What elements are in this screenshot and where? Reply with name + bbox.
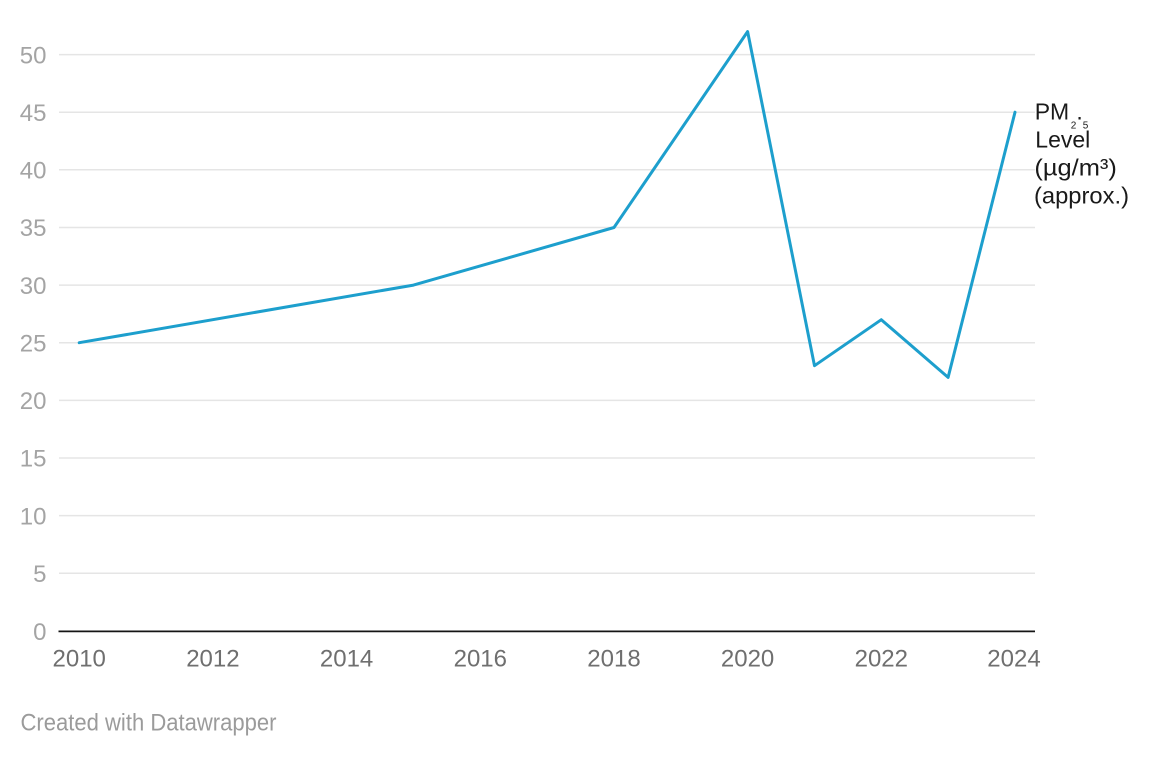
svg-text:5: 5	[33, 561, 46, 588]
svg-text:Created with Datawrapper: Created with Datawrapper	[21, 710, 277, 737]
svg-text:45: 45	[20, 100, 47, 127]
svg-text:30: 30	[20, 273, 47, 300]
svg-text:10: 10	[20, 503, 47, 530]
svg-text:2024: 2024	[987, 645, 1040, 672]
svg-text:20: 20	[20, 388, 47, 415]
svg-text:2012: 2012	[186, 645, 239, 672]
svg-text:40: 40	[20, 158, 47, 185]
svg-text:2010: 2010	[53, 645, 106, 672]
svg-text:(µg/m³): (µg/m³)	[1034, 155, 1117, 181]
svg-text:2020: 2020	[721, 645, 774, 672]
svg-text:25: 25	[20, 330, 47, 357]
svg-text:(approx.): (approx.)	[1034, 183, 1129, 209]
svg-text:2022: 2022	[855, 645, 908, 672]
svg-text:50: 50	[20, 42, 47, 69]
svg-text:2018: 2018	[587, 645, 640, 672]
svg-text:Level: Level	[1035, 127, 1090, 153]
svg-text:35: 35	[20, 215, 47, 242]
svg-text:2016: 2016	[454, 645, 507, 672]
svg-text:15: 15	[20, 446, 47, 473]
svg-text:0: 0	[33, 619, 46, 646]
svg-text:2014: 2014	[320, 645, 373, 672]
